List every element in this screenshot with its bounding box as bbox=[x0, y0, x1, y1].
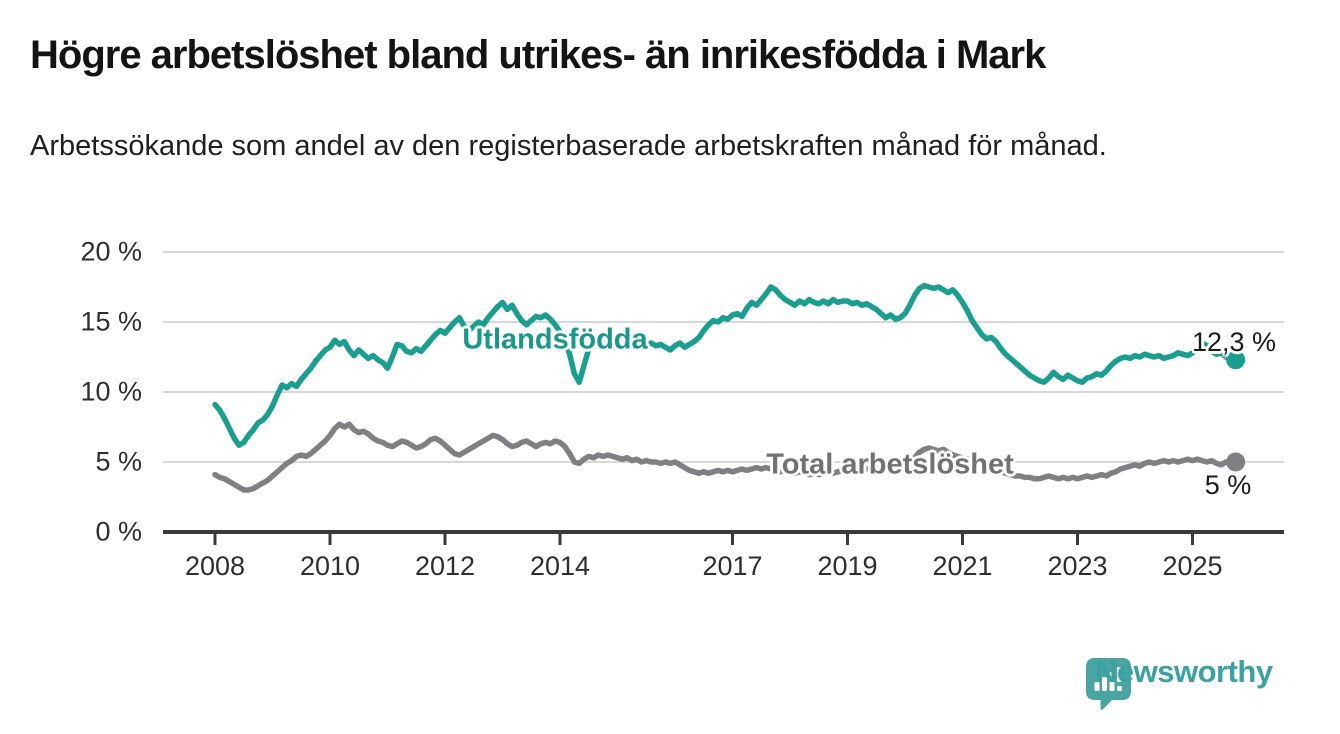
x-tick-label: 2010 bbox=[299, 551, 361, 581]
series-line-total bbox=[212, 421, 1239, 493]
series-label-utlandsfodda: Utlandsfödda bbox=[462, 323, 648, 356]
chart-subtitle: Arbetssökande som andel av den registerb… bbox=[30, 130, 1107, 162]
end-dot-utlandsfodda bbox=[1226, 350, 1246, 370]
chart-title: Högre arbetslöshet bland utrikes- än inr… bbox=[30, 33, 1046, 77]
y-tick-label: 15 % bbox=[80, 306, 142, 337]
x-tick-label: 2017 bbox=[702, 551, 763, 581]
x-tick-label: 2023 bbox=[1047, 551, 1108, 581]
x-tick-label: 2021 bbox=[932, 551, 993, 581]
x-tick-label: 2012 bbox=[414, 551, 476, 581]
end-value-label-utlandsfodda: 12,3 % bbox=[1192, 327, 1277, 357]
x-tick-label: 2008 bbox=[184, 551, 246, 581]
bar-chart-glyph bbox=[1094, 672, 1115, 691]
x-tick-label: 2019 bbox=[817, 551, 878, 581]
end-dot-total bbox=[1226, 452, 1246, 472]
newsworthy-logo: Newsworthy bbox=[1085, 654, 1273, 711]
series-label-total: Total arbetslöshet bbox=[766, 448, 1014, 481]
logo-icon bbox=[1086, 658, 1131, 711]
y-tick-label: 20 % bbox=[80, 236, 142, 267]
x-tick-label: 2025 bbox=[1162, 551, 1223, 581]
series-line-utlandsfodda bbox=[212, 282, 1239, 448]
y-tick-label: 10 % bbox=[80, 376, 142, 407]
y-tick-label: 0 % bbox=[95, 516, 142, 547]
exclamation-glyph bbox=[1117, 667, 1122, 691]
logo-text: Newsworthy bbox=[1095, 654, 1273, 689]
y-tick-label: 5 % bbox=[95, 446, 142, 477]
end-value-label-total: 5 % bbox=[1204, 470, 1252, 500]
x-tick-label: 2014 bbox=[529, 551, 591, 581]
